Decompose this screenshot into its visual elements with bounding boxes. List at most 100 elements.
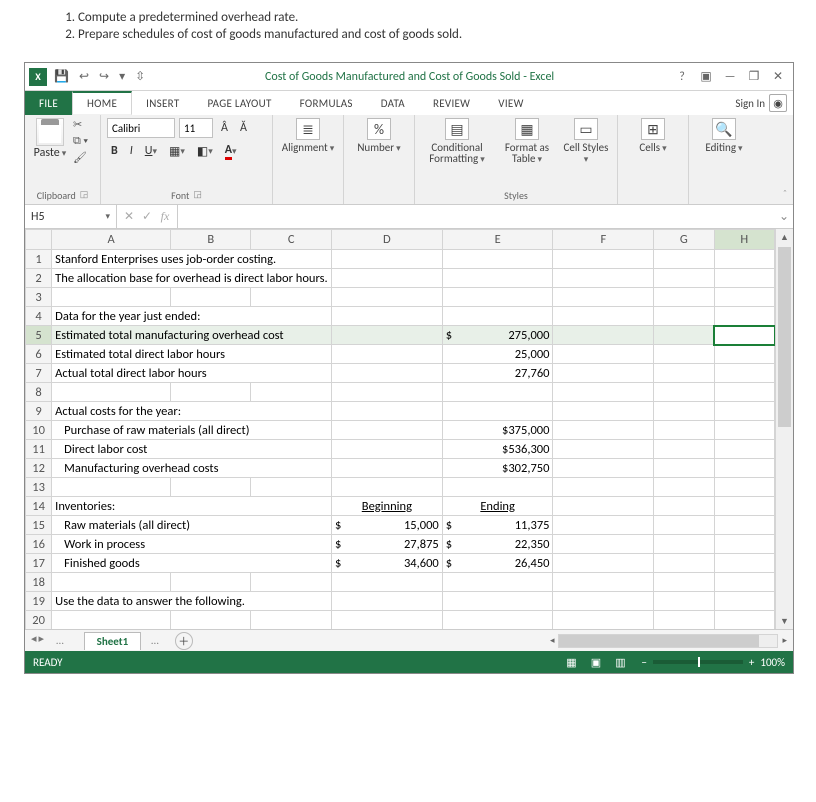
row-header-6[interactable]: 6 [26,345,52,364]
cell-E11[interactable]: $536,300 [442,440,553,459]
cell-E7[interactable]: 27,760 [442,364,553,383]
cell-G2[interactable] [654,269,714,288]
cell-F16[interactable] [553,535,654,554]
row-header-12[interactable]: 12 [26,459,52,478]
cell-G10[interactable] [654,421,714,440]
cell-F17[interactable] [553,554,654,573]
cell-G20[interactable] [654,611,714,630]
cell-D6[interactable] [332,345,443,364]
close-icon[interactable]: ✕ [767,69,789,84]
ribbon-display-options-icon[interactable]: ▣ [695,69,717,84]
cell-B3[interactable] [170,288,251,307]
row-header-19[interactable]: 19 [26,592,52,611]
sheet-tab-sheet1[interactable]: Sheet1 [84,632,142,650]
cell-A14[interactable]: Inventories: [52,497,332,516]
clipboard-dialog-launcher-icon[interactable]: ◲ [80,189,89,202]
cell-G5[interactable] [654,326,714,345]
cell-A3[interactable] [52,288,171,307]
row-header-13[interactable]: 13 [26,478,52,497]
cell-F14[interactable] [553,497,654,516]
cell-G3[interactable] [654,288,714,307]
sign-in[interactable]: Sign In ◉ [729,91,793,115]
increase-font-icon[interactable]: Â [217,119,232,137]
cell-D19[interactable] [332,592,443,611]
row-header-16[interactable]: 16 [26,535,52,554]
font-dialog-launcher-icon[interactable]: ◲ [193,189,202,202]
cell-E17[interactable]: $26,450 [442,554,553,573]
cell-D12[interactable] [332,459,443,478]
collapse-ribbon-icon[interactable]: ˆ [783,187,787,200]
cell-F9[interactable] [553,402,654,421]
cell-A6[interactable]: Estimated total direct labor hours [52,345,332,364]
cell-G6[interactable] [654,345,714,364]
cell-A12[interactable]: Manufacturing overhead costs [52,459,332,478]
col-header-D[interactable]: D [332,230,443,250]
sheet-nav-more-icon[interactable]: … [46,632,74,649]
cell-H20[interactable] [714,611,774,630]
cell-E9[interactable] [442,402,553,421]
qat-undo-icon[interactable]: ↩ [76,69,92,84]
cell-B20[interactable] [170,611,251,630]
cell-A8[interactable] [52,383,171,402]
cell-H17[interactable] [714,554,774,573]
paste-button[interactable]: Paste [31,118,69,164]
formula-input[interactable] [178,205,775,228]
cell-H1[interactable] [714,250,774,269]
cell-F1[interactable] [553,250,654,269]
cell-G13[interactable] [654,478,714,497]
row-header-2[interactable]: 2 [26,269,52,288]
hscroll-left-icon[interactable]: ◂ [550,635,555,646]
cell-E12[interactable]: $302,750 [442,459,553,478]
cell-E20[interactable] [442,611,553,630]
cell-H4[interactable] [714,307,774,326]
minimize-icon[interactable]: — [719,70,741,84]
cell-D20[interactable] [332,611,443,630]
cell-D15[interactable]: $15,000 [332,516,443,535]
scroll-up-icon[interactable]: ▲ [776,229,793,245]
col-header-H[interactable]: H [714,230,774,250]
copy-icon[interactable]: ⧉ ▾ [73,134,88,148]
cell-F13[interactable] [553,478,654,497]
cell-H14[interactable] [714,497,774,516]
scroll-down-icon[interactable]: ▼ [776,613,793,629]
cell-B18[interactable] [170,573,251,592]
cell-G16[interactable] [654,535,714,554]
zoom-control[interactable]: − + 100% [641,656,785,669]
cell-D1[interactable] [332,250,443,269]
worksheet-grid[interactable]: A B C D E F G H 1Stanford Enterprises us… [25,229,775,629]
tab-view[interactable]: VIEW [484,91,537,115]
cell-H16[interactable] [714,535,774,554]
row-header-8[interactable]: 8 [26,383,52,402]
tab-insert[interactable]: INSERT [132,91,193,115]
cell-A9[interactable]: Actual costs for the year: [52,402,332,421]
cells-button[interactable]: ⊞ Cells [624,118,682,166]
sheet-tab-more-icon[interactable]: … [141,632,169,649]
cell-D18[interactable] [332,573,443,592]
cell-D10[interactable] [332,421,443,440]
cell-E14[interactable]: Ending [442,497,553,516]
tab-review[interactable]: REVIEW [419,91,484,115]
cell-A11[interactable]: Direct labor cost [52,440,332,459]
row-header-7[interactable]: 7 [26,364,52,383]
number-button[interactable]: % Number [350,118,408,166]
cell-E10[interactable]: $375,000 [442,421,553,440]
row-header-4[interactable]: 4 [26,307,52,326]
qat-customize-icon[interactable]: ▾ [116,69,128,84]
cell-D3[interactable] [332,288,443,307]
col-header-G[interactable]: G [654,230,714,250]
cell-D11[interactable] [332,440,443,459]
row-header-11[interactable]: 11 [26,440,52,459]
cell-A13[interactable] [52,478,171,497]
cell-F3[interactable] [553,288,654,307]
col-header-E[interactable]: E [442,230,553,250]
cell-styles-button[interactable]: ▭ Cell Styles [561,118,611,166]
row-header-1[interactable]: 1 [26,250,52,269]
tab-home[interactable]: HOME [72,91,132,115]
cell-A1[interactable]: Stanford Enterprises uses job-order cost… [52,250,332,269]
cell-D4[interactable] [332,307,443,326]
row-header-17[interactable]: 17 [26,554,52,573]
cell-D2[interactable] [332,269,443,288]
cell-D14[interactable]: Beginning [332,497,443,516]
row-header-10[interactable]: 10 [26,421,52,440]
cell-A19[interactable]: Use the data to answer the following. [52,592,332,611]
